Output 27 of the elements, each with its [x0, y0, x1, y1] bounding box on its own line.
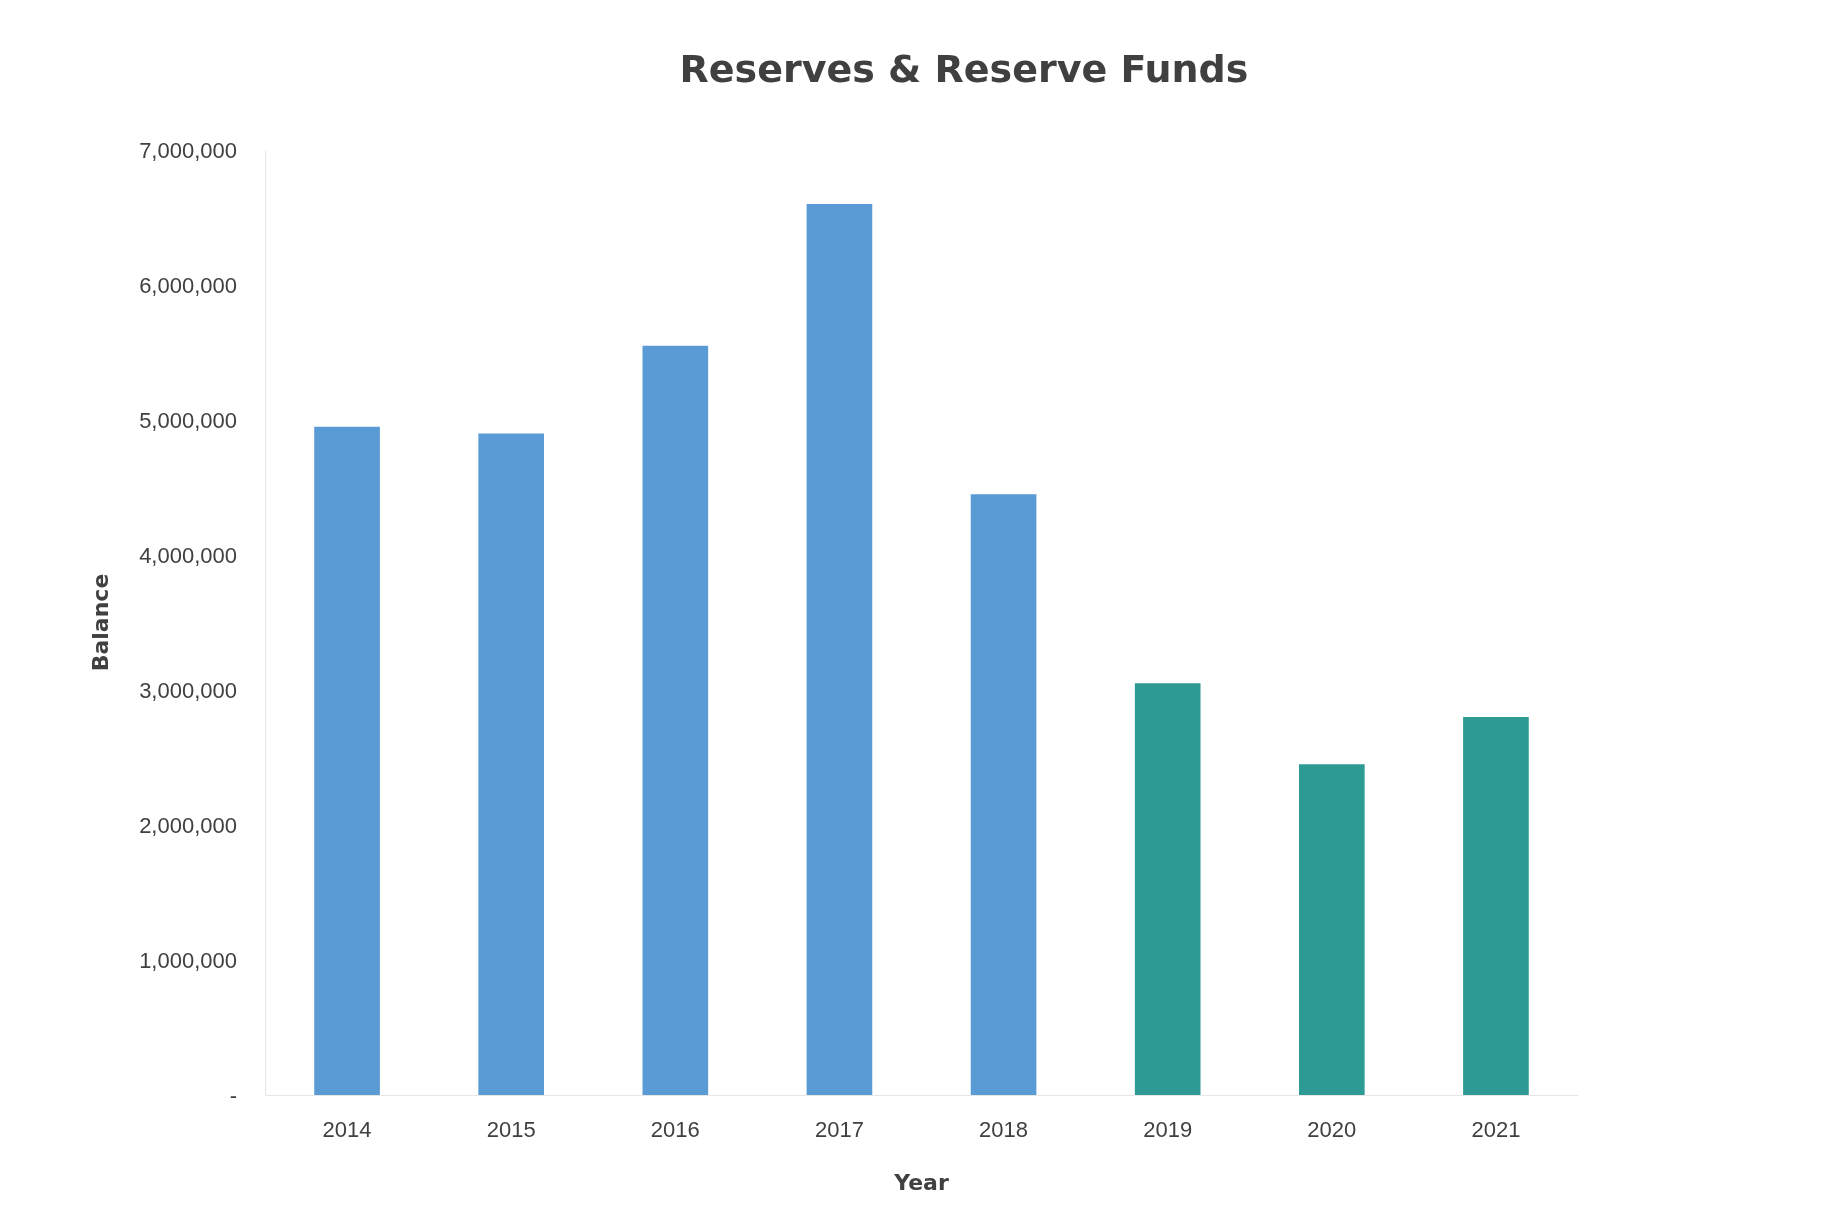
bar: [642, 345, 709, 1095]
x-tick-label: 2016: [650, 1116, 700, 1142]
y-tick-label: 2,000,000: [139, 812, 237, 838]
y-tick-label: 6,000,000: [139, 272, 237, 298]
x-tick-label: 2019: [1143, 1116, 1193, 1142]
x-axis-title: Year: [893, 1170, 949, 1195]
x-tick-label: 2014: [322, 1116, 372, 1142]
bar: [1298, 764, 1365, 1095]
bar: [970, 494, 1037, 1095]
x-tick-label: 2020: [1307, 1116, 1357, 1142]
y-tick-label: 3,000,000: [139, 677, 237, 703]
x-tick-label: 2018: [979, 1116, 1029, 1142]
y-tick-label: 5,000,000: [139, 407, 237, 433]
bar: [1134, 683, 1201, 1095]
x-tick-label: 2021: [1471, 1116, 1521, 1142]
bar: [478, 433, 545, 1095]
bar: [806, 204, 873, 1095]
y-tick-label: 4,000,000: [139, 542, 237, 568]
chart-title: Reserves & Reserve Funds: [679, 47, 1249, 91]
y-tick-label: 1,000,000: [139, 947, 237, 973]
x-tick-label: 2015: [486, 1116, 536, 1142]
y-tick-label: -: [229, 1082, 237, 1108]
bar: [314, 426, 380, 1095]
y-tick-label: 7,000,000: [139, 137, 237, 163]
x-tick-label: 2017: [814, 1116, 864, 1142]
y-axis-title: Balance: [88, 573, 113, 672]
bar: [1463, 717, 1529, 1095]
